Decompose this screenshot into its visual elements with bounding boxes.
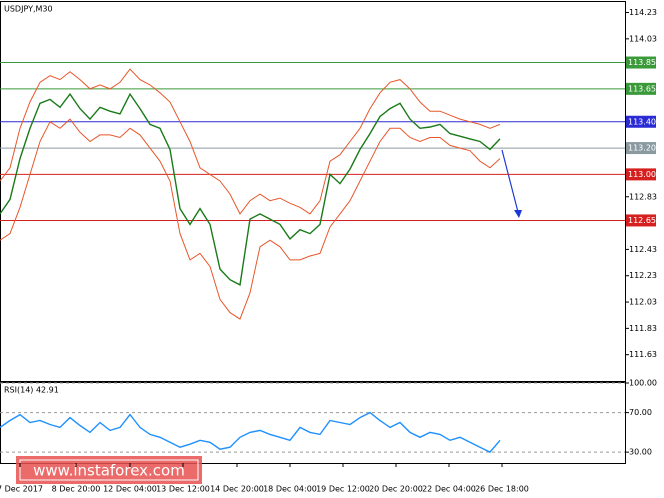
rsi-title: RSI(14) 42.91 [4,386,59,395]
level-label-box [626,82,656,95]
x-tick-label: 13 Dec 12:00 [156,485,210,494]
watermark: www.instaforex.com [33,462,185,480]
level-label: 113.40 [628,117,656,126]
y-tick-label: 30.00 [629,448,652,457]
chart-title: USDJPY,M30 [4,5,53,14]
level-label-box [626,168,656,181]
y-tick-label: 70.00 [629,408,652,417]
series-line [0,92,501,286]
x-tick-label: 22 Dec 04:00 [422,485,476,494]
level-label-box [626,214,656,227]
x-tick-label: 8 Dec 20:00 [52,485,101,494]
series-line [0,411,501,453]
x-tick-label: 7 Dec 2017 [0,485,43,494]
level-label: 113.20 [628,144,656,153]
level-label-box [626,115,656,128]
y-tick-label: 114.23 [629,8,657,17]
y-tick-label: 114.03 [629,34,657,43]
rsi-panel [0,382,626,464]
x-tick-label: 20 Dec 20:00 [369,485,423,494]
watermark-frame [19,459,199,481]
level-label: 112.65 [628,216,656,225]
y-tick-label: 112.23 [629,271,657,280]
x-tick-label: 19 Dec 12:00 [316,485,370,494]
y-tick-label: 112.83 [629,192,657,201]
x-tick-label: 26 Dec 18:00 [475,485,529,494]
series-line [0,68,501,215]
forecast-arrow [501,149,519,213]
y-tick-label: 111.83 [629,324,657,333]
series-line [0,118,501,320]
level-label: 113.65 [628,84,656,93]
level-label: 113.85 [628,58,656,67]
y-tick-label: 100.00 [629,379,657,388]
level-label-box [626,56,656,69]
price-panel [0,1,626,382]
y-tick-label: 111.63 [629,350,657,359]
arrow-head [514,210,522,218]
watermark-box [16,456,202,484]
level-label: 113.00 [628,170,656,179]
x-tick-label: 12 Dec 04:00 [103,485,157,494]
x-tick-label: 18 Dec 04:00 [263,485,317,494]
x-tick-label: 14 Dec 20:00 [210,485,264,494]
y-tick-label: 112.43 [629,245,657,254]
level-label-box [626,142,656,155]
y-tick-label: 112.03 [629,298,657,307]
